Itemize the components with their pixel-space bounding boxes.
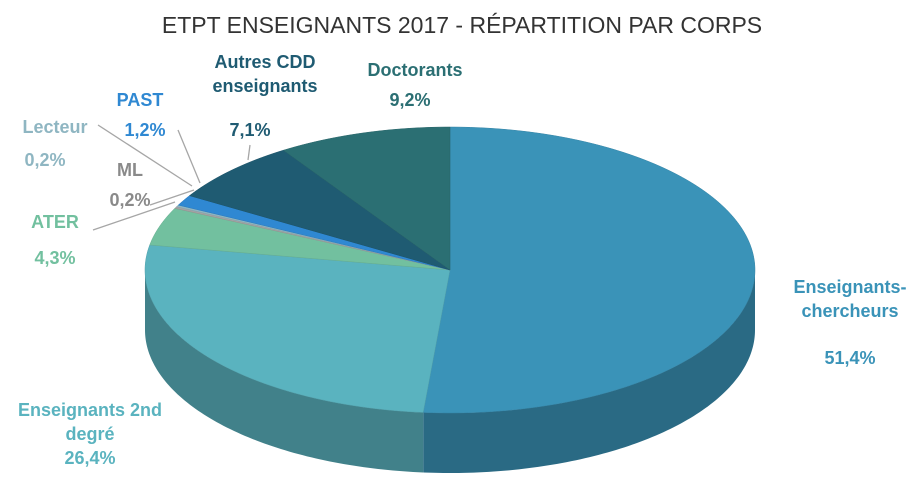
value-label: 1,2% <box>124 120 166 140</box>
category-label: PAST <box>116 90 164 110</box>
pie-side <box>145 270 424 473</box>
category-label: Lecteur <box>22 117 88 137</box>
pie-slice <box>144 244 451 413</box>
value-label: 4,3% <box>34 248 76 268</box>
value-label: 26,4% <box>64 448 116 468</box>
value-label: 0,2% <box>109 190 151 210</box>
pie-slice <box>188 149 451 271</box>
value-label: 0,2% <box>24 150 66 170</box>
category-label: ATER <box>31 212 79 232</box>
category-label: Doctorants <box>367 60 463 80</box>
leader-line <box>97 124 193 187</box>
pie-side <box>423 270 755 473</box>
leader-line <box>92 201 176 231</box>
category-label: Enseignants-chercheurs <box>793 277 907 321</box>
value-label: 7,1% <box>229 120 271 140</box>
category-label: ML <box>117 160 143 180</box>
chart-title: ETPT ENSEIGNANTS 2017 - RÉPARTITION PAR … <box>161 12 763 38</box>
pie-slice <box>177 195 451 271</box>
leader-line <box>247 144 251 161</box>
pie-slice <box>422 126 756 414</box>
value-label: 51,4% <box>824 348 876 368</box>
leader-line <box>149 189 195 206</box>
value-label: 9,2% <box>389 90 431 110</box>
leader-line <box>177 129 201 184</box>
category-label: Enseignants 2nd degré <box>17 400 163 444</box>
pie-slice <box>282 126 451 271</box>
category-label: Autres CDD enseignants <box>212 52 318 96</box>
pie-slice <box>149 208 451 271</box>
